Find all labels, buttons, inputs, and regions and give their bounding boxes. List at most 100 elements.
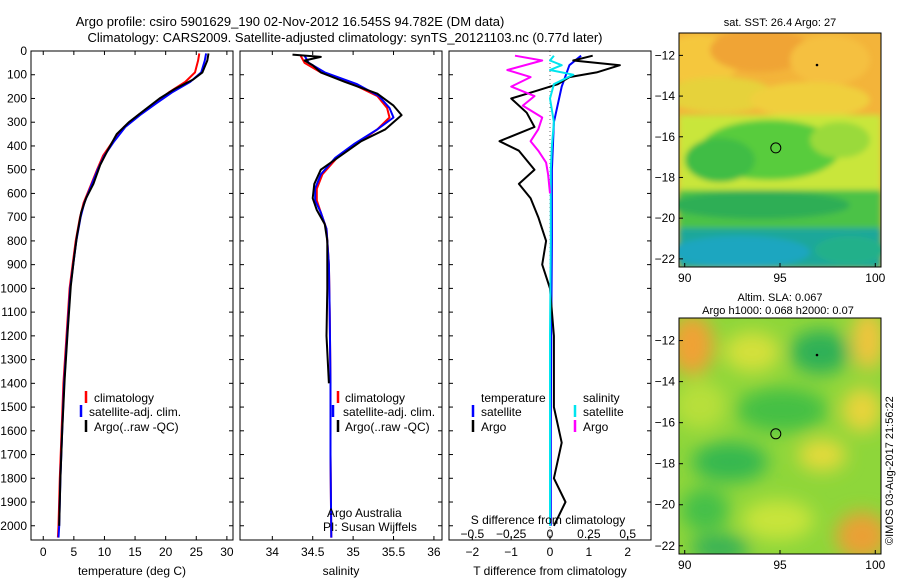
map-lat-label: −18 <box>655 457 676 471</box>
x-tick-label: 5 <box>71 545 78 559</box>
temperature-axes-box <box>30 50 234 541</box>
temperature-xlabel: temperature (deg C) <box>78 564 186 578</box>
annotation-pi-name: PI: Susan Wijffels <box>323 520 417 534</box>
temperature-lines <box>56 53 210 538</box>
sst-map-field <box>679 33 881 267</box>
map-lat-label: −12 <box>655 48 676 62</box>
salinity-panel: 34 34.5 35 35.5 36 salinity climatology sate… <box>239 50 443 578</box>
depth-tick-label: 1000 <box>0 281 27 295</box>
series-line-satellite <box>57 53 208 538</box>
sst-map-title: sat. SST: 26.4 Argo: 27 <box>724 17 837 29</box>
map-lat-label: −20 <box>655 498 676 512</box>
depth-tick-label: 100 <box>7 68 27 82</box>
difference-panel: −2 −1 0 1 2 S difference from climatology −0… <box>448 50 652 578</box>
series-line-t-satellite <box>549 54 582 526</box>
legend-climatology-label: climatology <box>345 391 405 405</box>
x-tick-label: 34 <box>266 545 280 559</box>
depth-tick-label: 200 <box>7 91 27 105</box>
legend-satellite-label: satellite-adj. clim. <box>343 405 435 419</box>
series-line-argo <box>58 53 210 526</box>
depth-tick-label: 1700 <box>0 448 27 462</box>
sst-float-track-dot <box>815 63 819 67</box>
depth-tick-label: 1400 <box>0 376 27 390</box>
x-tick-label: 35 <box>346 545 360 559</box>
x-tick-label: 34.5 <box>301 545 325 559</box>
depth-tick-label: 1900 <box>0 495 27 509</box>
map-lon-label: 90 <box>678 558 692 572</box>
legend-argo-label: Argo(..raw -QC) <box>94 420 179 434</box>
map-lon-label: 100 <box>865 558 885 572</box>
depth-tick-label: 900 <box>7 258 27 272</box>
depth-tick-label: 0 <box>20 44 27 58</box>
map-lat-label: −16 <box>655 130 676 144</box>
depth-tick-label: 300 <box>7 115 27 129</box>
legend-s-satellite-label: satellite <box>583 405 624 419</box>
sla-float-track-dot <box>815 353 819 357</box>
legend-t-satellite-label: satellite <box>481 405 522 419</box>
t-diff-tick-label: −1 <box>504 545 518 559</box>
map-lat-label: −22 <box>655 539 676 553</box>
series-line-t-argo <box>498 54 621 527</box>
annotation-argo-australia: Argo Australia <box>327 506 402 520</box>
series-line-climatology <box>299 55 391 538</box>
x-tick-label: 0 <box>40 545 47 559</box>
depth-tick-label: 800 <box>7 234 27 248</box>
depth-tick-label: 1100 <box>1 305 27 319</box>
series-line-s-satellite <box>549 55 575 526</box>
x-tick-label: 30 <box>220 545 234 559</box>
sla-profile-location-marker <box>770 428 782 440</box>
difference-xlabel-top: S difference from climatology <box>471 513 626 527</box>
temperature-ticks: 0100200300400500600700800900100011001200… <box>0 44 234 559</box>
map-lon-label: 95 <box>773 558 787 572</box>
series-line-satellite <box>303 55 395 538</box>
salinity-legend: climatology satellite-adj. clim. Argo(..… <box>331 391 435 434</box>
depth-tick-label: 400 <box>7 139 27 153</box>
t-diff-tick-label: 2 <box>624 545 631 559</box>
map-lon-label: 100 <box>865 271 885 285</box>
map-lon-label: 90 <box>678 271 692 285</box>
difference-ticks: −2 −1 0 1 2 <box>449 50 651 559</box>
map-lat-label: −20 <box>655 211 676 225</box>
depth-tick-label: 500 <box>7 163 27 177</box>
depth-tick-label: 2000 <box>0 519 27 533</box>
t-diff-tick-label: 1 <box>586 545 593 559</box>
t-diff-tick-label: 0 <box>547 545 554 559</box>
depth-tick-label: 1600 <box>0 424 27 438</box>
series-line-climatology <box>56 53 201 538</box>
salinity-axes-box <box>239 50 443 541</box>
x-tick-label: 20 <box>159 545 173 559</box>
depth-tick-label: 700 <box>7 210 27 224</box>
s-diff-tick-label: −0.25 <box>496 527 527 541</box>
legend-climatology-label: climatology <box>94 391 154 405</box>
legend-s-argo-label: Argo <box>583 420 609 434</box>
sla-map-panel: Altim. SLA: 0.067 Argo h1000: 0.068 h200… <box>655 292 886 572</box>
map-lat-label: −22 <box>655 252 676 266</box>
depth-tick-label: 1800 <box>0 471 27 485</box>
map-lat-label: −14 <box>655 89 676 103</box>
series-line-s-argo <box>506 54 551 194</box>
sst-map-panel: sat. SST: 26.4 Argo: 27 <box>655 17 886 285</box>
map-lat-label: −18 <box>655 170 676 184</box>
map-lat-label: −16 <box>655 416 676 430</box>
x-tick-label: 10 <box>98 545 112 559</box>
legend-argo-label: Argo(..raw -QC) <box>345 420 430 434</box>
sla-map-ticks: 90 95 100 −12 −14 −16 −18 −20 −22 <box>655 334 886 572</box>
sla-map-field <box>679 318 881 554</box>
difference-legend: temperature salinity satellite Argo sate… <box>471 391 624 434</box>
imos-timestamp: ©IMOS 03-Aug-2017 21:56:22 <box>884 396 896 545</box>
header-line-1: Argo profile: csiro 5901629_190 02-Nov-2… <box>76 14 505 29</box>
sst-map-ticks: 90 95 100 −12 −14 −16 −18 −20 −22 <box>655 48 886 285</box>
depth-tick-label: 600 <box>7 186 27 200</box>
s-diff-tick-label: −0.5 <box>460 527 484 541</box>
depth-tick-label: 1200 <box>0 329 27 343</box>
map-lat-label: −12 <box>655 334 676 348</box>
sla-map-title-1: Altim. SLA: 0.067 <box>738 292 823 304</box>
depth-tick-label: 1300 <box>0 353 27 367</box>
map-lon-label: 95 <box>773 271 787 285</box>
salinity-xlabel: salinity <box>323 564 360 578</box>
legend-t-argo-label: Argo <box>481 420 507 434</box>
t-diff-tick-label: −2 <box>465 545 479 559</box>
series-line-argo <box>292 53 403 384</box>
sla-map-title-2: Argo h1000: 0.068 h2000: 0.07 <box>702 305 854 317</box>
